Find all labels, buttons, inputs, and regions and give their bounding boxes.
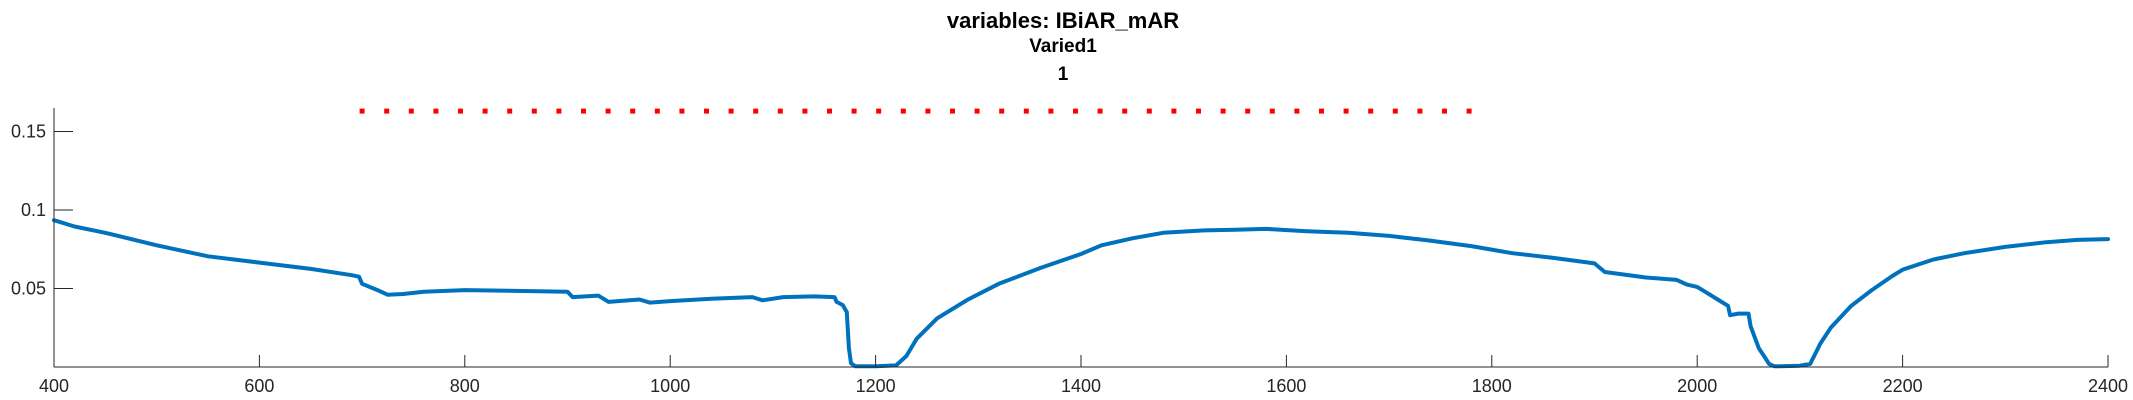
x-tick-label: 600 — [244, 376, 274, 396]
x-tick-label: 400 — [39, 376, 69, 396]
x-tick-label: 2400 — [2088, 376, 2128, 396]
series-line — [52, 218, 2110, 369]
marker-dot — [704, 108, 709, 114]
chart-subtitle-1: Varied1 — [1029, 36, 1097, 57]
marker-dot — [1146, 108, 1152, 114]
marker-dot — [851, 108, 857, 114]
marker-dot — [507, 108, 513, 114]
marker-dot — [777, 108, 783, 114]
marker-dot — [1171, 108, 1177, 114]
marker-dot — [433, 108, 439, 114]
marker-dot — [1294, 108, 1300, 114]
x-tick-label: 2000 — [1677, 376, 1717, 396]
marker-dot — [974, 108, 980, 114]
marker-dot — [679, 108, 685, 114]
marker-dot — [827, 108, 832, 114]
marker-dot — [1368, 108, 1374, 114]
marker-dot — [925, 108, 931, 114]
y-tick-label: 0.05 — [11, 279, 46, 299]
x-tick-label: 1600 — [1266, 376, 1306, 396]
marker-dot — [1392, 108, 1398, 114]
marker-dot — [482, 108, 488, 114]
marker-dot — [1073, 108, 1078, 114]
x-tick-label: 1200 — [856, 376, 896, 396]
marker-dot — [1196, 108, 1201, 114]
marker-dot — [630, 108, 636, 114]
x-tick-label: 1400 — [1061, 376, 1101, 396]
marker-dot — [802, 108, 808, 114]
chart-subtitle-2: 1 — [1058, 64, 1069, 85]
marker-dot — [1466, 108, 1472, 114]
marker-dot — [753, 108, 759, 114]
marker-dot — [384, 108, 390, 114]
x-tick-label: 2200 — [1883, 376, 1923, 396]
marker-dot — [1220, 108, 1226, 114]
marker-dot — [1319, 108, 1324, 114]
marker-dot — [900, 108, 906, 114]
y-tick-label: 0.15 — [11, 122, 46, 142]
marker-dot — [581, 108, 586, 114]
marker-dot — [1048, 108, 1054, 114]
marker-dot — [605, 108, 611, 114]
x-tick-label: 800 — [450, 376, 480, 396]
plot-area — [52, 108, 2110, 369]
marker-dot — [458, 108, 463, 114]
marker-dot — [1023, 108, 1029, 114]
marker-dot — [1343, 108, 1349, 114]
marker-dot — [999, 108, 1005, 114]
marker-dot — [1122, 108, 1128, 114]
marker-dot — [359, 108, 365, 114]
x-tick-label: 1000 — [650, 376, 690, 396]
marker-dot — [1097, 108, 1103, 114]
marker-dot — [654, 108, 660, 114]
marker-dot — [556, 108, 562, 114]
marker-dot — [531, 108, 537, 114]
y-tick-label: 0.1 — [21, 200, 46, 220]
marker-dot — [1245, 108, 1251, 114]
x-tick-label: 1800 — [1472, 376, 1512, 396]
marker-dot — [950, 108, 955, 114]
marker-dot — [408, 108, 414, 114]
marker-dot — [876, 108, 882, 114]
marker-dot — [1442, 108, 1447, 114]
chart-title: variables: IBiAR_mAR — [947, 8, 1179, 33]
marker-dot — [1417, 108, 1423, 114]
marker-dot — [1269, 108, 1275, 114]
marker-dot — [728, 108, 734, 114]
y-axis-ticks: 0.05 0.1 0.15 — [11, 122, 73, 299]
x-axis-ticks: 400 600 800 1000 1200 1400 1600 1800 2000 2200 240… — [39, 355, 2128, 396]
